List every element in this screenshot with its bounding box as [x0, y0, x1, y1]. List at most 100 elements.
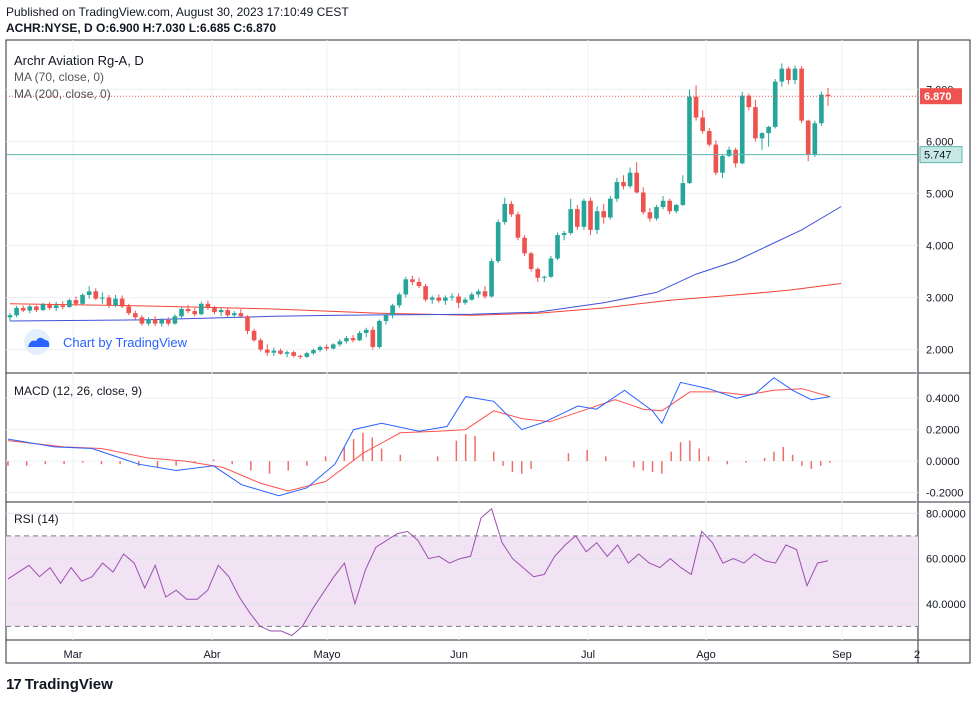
candle-body [119, 298, 125, 307]
candle-body [60, 305, 66, 307]
candle-body [304, 353, 310, 357]
candle-body [73, 300, 79, 304]
candle-body [159, 319, 165, 324]
rsi-line [7, 507, 829, 637]
candle-body [383, 315, 389, 321]
candle-body [601, 211, 607, 218]
tradingview-cloud-icon [28, 337, 50, 347]
candle-body [713, 144, 719, 173]
price-axis-label: 3.000 [926, 293, 954, 305]
candle-body [350, 338, 356, 341]
macd-line [7, 377, 831, 497]
candle-body [515, 214, 521, 238]
candle-body [126, 306, 132, 314]
level-price-tag [919, 146, 963, 164]
candle-body [726, 149, 732, 157]
candle-body [166, 319, 171, 324]
candle-body [614, 182, 620, 199]
candle-body [344, 338, 349, 342]
candle-body [53, 305, 59, 308]
candle-body [27, 306, 33, 311]
candle-body [185, 309, 191, 312]
macd-axis-label: 0.2000 [926, 425, 960, 437]
level-price-label: 5.747 [924, 150, 952, 162]
candle-body [67, 300, 72, 307]
candle-body [634, 172, 640, 193]
candle-body [462, 299, 468, 303]
candle-body [410, 279, 415, 282]
candle-body [799, 68, 804, 121]
candle-body [502, 203, 508, 223]
candle-body [423, 286, 428, 300]
candle-body [568, 209, 574, 234]
candle-body [640, 192, 646, 213]
macd-axis-label: -0.2000 [926, 488, 963, 500]
candle-body [403, 279, 409, 295]
candle-body [561, 233, 567, 236]
candle-body [278, 350, 283, 354]
candle-body [627, 172, 633, 187]
candle-body [476, 291, 481, 295]
candle-body [792, 68, 798, 81]
candle-body [555, 235, 560, 259]
candle-body [258, 340, 263, 350]
candle-body [133, 313, 138, 318]
candle-body [535, 268, 541, 278]
candle-body [337, 341, 343, 345]
candle-body [720, 156, 725, 173]
candle-body [284, 352, 290, 354]
candle-body [673, 204, 679, 212]
candle-body [330, 344, 336, 349]
candle-body [753, 107, 758, 139]
candle-body [192, 311, 198, 315]
candle-body [390, 305, 395, 316]
candle-body [179, 309, 184, 317]
price-axis-label: 5.000 [926, 188, 954, 200]
candle-body [647, 212, 653, 219]
candle-body [581, 200, 587, 227]
candle-body [588, 200, 593, 230]
time-axis-label: Jun [450, 649, 468, 661]
price-axis-label: 4.000 [926, 241, 954, 253]
candle-body [680, 183, 686, 205]
candle-body [324, 346, 329, 349]
candle-body [139, 317, 145, 324]
candle-body [113, 298, 118, 306]
candle-body [429, 297, 435, 300]
rsi-axis-label: 80.0000 [926, 508, 966, 520]
candle-body [509, 203, 514, 215]
candle-body [264, 349, 270, 353]
candle-body [819, 94, 824, 124]
candle-body [317, 346, 323, 351]
candle-body [607, 198, 613, 218]
candle-body [205, 303, 211, 308]
time-axis-label: Sep [832, 649, 852, 661]
ma200-line [9, 283, 842, 316]
candle-body [812, 123, 818, 155]
candle-body [733, 149, 738, 164]
time-axis-label: Ago [696, 649, 716, 661]
footer-brand[interactable]: 17 TradingView [6, 676, 113, 693]
candle-body [805, 120, 811, 155]
candle-body [231, 313, 237, 316]
candle-body [396, 294, 402, 306]
price-axis-label: 6.000 [926, 136, 954, 148]
last-price-tag [920, 88, 962, 105]
candle-body [489, 261, 494, 297]
candle-body [495, 222, 501, 262]
candle-body [522, 237, 527, 254]
macd-axis-label: 0.4000 [926, 393, 960, 405]
candle-body [759, 133, 765, 139]
candle-body [548, 258, 554, 277]
candle-body [40, 304, 46, 311]
rsi-title: RSI (14) [14, 512, 59, 526]
candle-body [291, 352, 296, 356]
candle-body [198, 303, 204, 315]
candle-body [482, 291, 488, 297]
candle-body [667, 200, 672, 212]
candle-body [212, 307, 217, 313]
candle-body [621, 182, 626, 187]
time-axis-label: Jul [581, 649, 595, 661]
candle-body [271, 350, 277, 353]
